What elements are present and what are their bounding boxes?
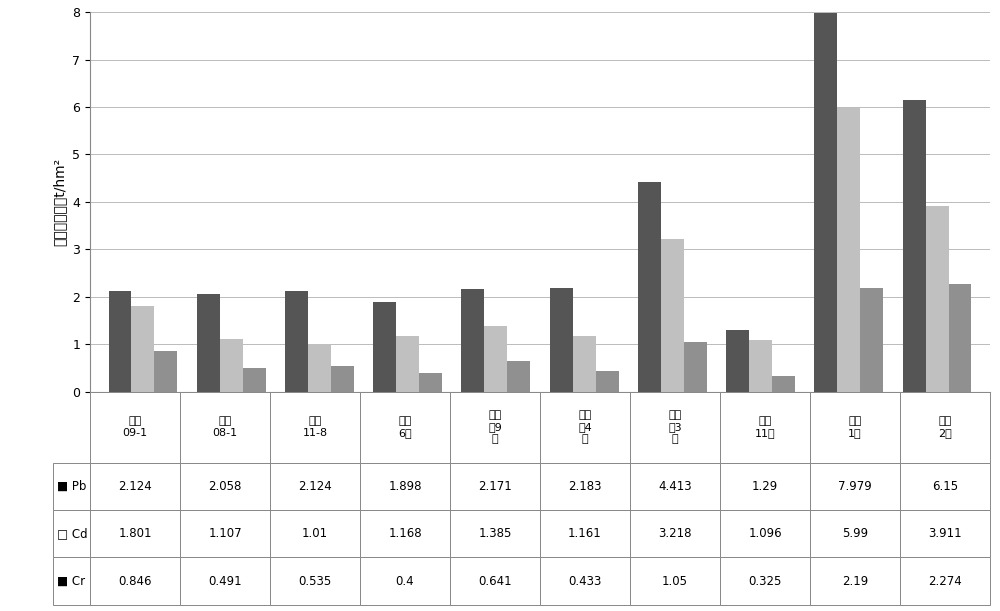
Bar — [331, 366, 354, 392]
Bar — [903, 100, 926, 392]
Bar — [573, 337, 596, 392]
Bar — [837, 108, 860, 392]
Y-axis label: 重金属移除量t/hm²: 重金属移除量t/hm² — [53, 158, 67, 246]
Bar — [131, 306, 154, 392]
Bar — [396, 336, 419, 392]
Bar — [926, 206, 949, 392]
Bar — [197, 294, 220, 392]
Bar — [285, 291, 308, 392]
Bar — [596, 371, 619, 392]
Bar — [373, 302, 396, 392]
Bar — [507, 361, 530, 392]
Bar — [949, 284, 971, 392]
Bar — [860, 288, 883, 392]
Bar — [220, 339, 243, 392]
Bar — [154, 351, 177, 392]
Bar — [461, 288, 484, 392]
Bar — [638, 182, 661, 392]
Bar — [419, 373, 442, 392]
Bar — [772, 376, 795, 392]
Bar — [243, 368, 266, 392]
Bar — [484, 326, 507, 392]
Bar — [814, 13, 837, 392]
Bar — [550, 288, 573, 392]
Bar — [726, 331, 749, 392]
Bar — [749, 340, 772, 392]
Bar — [308, 343, 331, 392]
Bar — [661, 239, 684, 392]
Bar — [109, 291, 131, 392]
Bar — [684, 342, 707, 392]
